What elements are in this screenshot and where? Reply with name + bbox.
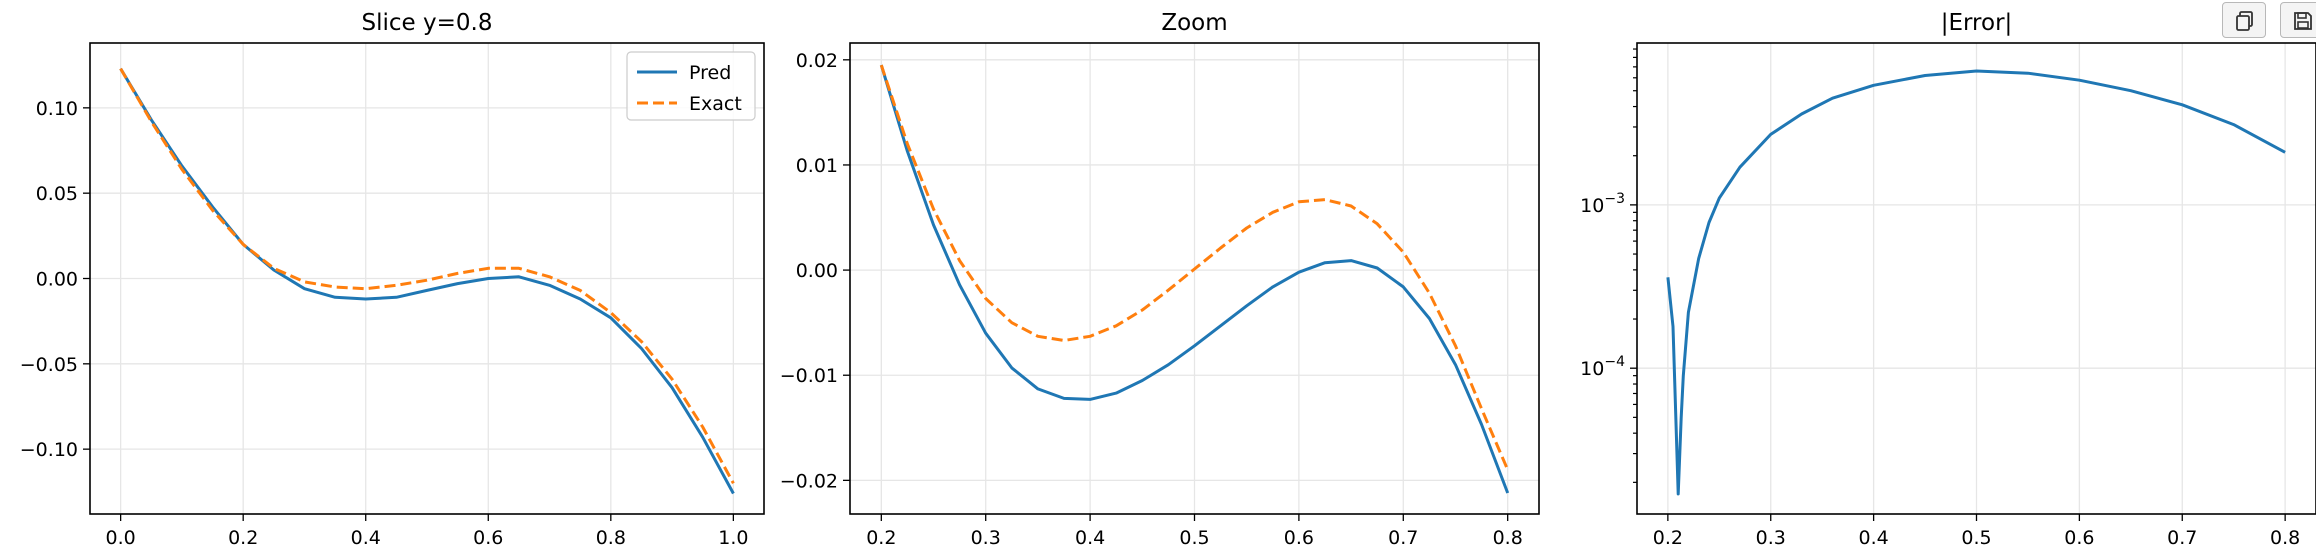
series-line-pred bbox=[119, 67, 735, 495]
legend-label-pred: Pred bbox=[689, 62, 731, 84]
x-tick-label: 0.3 bbox=[1756, 527, 1786, 549]
x-tick-label: 0.8 bbox=[1493, 527, 1523, 549]
y-tick-label: 10−4 bbox=[1580, 354, 1625, 380]
x-tick-label: 0.6 bbox=[473, 527, 503, 549]
x-tick-label: 0.4 bbox=[1859, 527, 1889, 549]
x-tick-label: 0.5 bbox=[1179, 527, 1209, 549]
series-line-pred bbox=[879, 64, 1510, 494]
y-tick-label: 0.01 bbox=[796, 155, 838, 177]
chart-title: Zoom bbox=[1161, 10, 1227, 36]
chart-panel-2: 0.2 0.3 0.4 0.5 0.6 0.7 0.8 −0.02 −0.01 0.00 0.01 0… bbox=[780, 10, 1540, 549]
x-tick-label: 0.2 bbox=[228, 527, 258, 549]
y-tick-label: 0.00 bbox=[796, 260, 838, 282]
x-tick-label: 0.6 bbox=[2064, 527, 2094, 549]
save-icon bbox=[2294, 12, 2312, 30]
x-tick-label: 0.2 bbox=[866, 527, 896, 549]
y-tick-label: 0.02 bbox=[796, 50, 838, 72]
legend-label-exact: Exact bbox=[689, 93, 742, 115]
x-tick-label: 0.2 bbox=[1653, 527, 1683, 549]
y-tick-label: 0.05 bbox=[36, 183, 78, 205]
chart-panel-3: 0.2 0.3 0.4 0.5 0.6 0.7 0.8 10−4 10−3 |Error| bbox=[1580, 10, 2316, 549]
x-tick-label: 1.0 bbox=[718, 527, 748, 549]
x-tick-label: 0.8 bbox=[2270, 527, 2300, 549]
x-tick-label: 0.5 bbox=[1961, 527, 1991, 549]
series-line-exact bbox=[119, 67, 735, 485]
x-tick-label: 0.0 bbox=[106, 527, 136, 549]
x-tick-label: 0.8 bbox=[596, 527, 626, 549]
series-line-exact bbox=[879, 64, 1510, 471]
y-tick-label: −0.05 bbox=[20, 354, 78, 376]
chart-title: Slice y=0.8 bbox=[362, 10, 493, 36]
y-tick-label: 0.10 bbox=[36, 98, 78, 120]
y-tick-label: −0.02 bbox=[780, 470, 838, 492]
y-tick-label: 10−3 bbox=[1580, 191, 1625, 217]
x-tick-label: 0.7 bbox=[1388, 527, 1418, 549]
copy-icon bbox=[2236, 11, 2253, 31]
legend: Pred Exact bbox=[626, 51, 756, 121]
save-button[interactable] bbox=[2280, 2, 2316, 38]
x-tick-label: 0.4 bbox=[1075, 527, 1105, 549]
x-tick-label: 0.7 bbox=[2167, 527, 2197, 549]
x-tick-label: 0.4 bbox=[351, 527, 381, 549]
chart-panel-1: 0.0 0.2 0.4 0.6 0.8 1.0 −0.10 −0.05 0.00 0.05 0.10… bbox=[20, 10, 765, 549]
copy-button[interactable] bbox=[2222, 2, 2266, 38]
series-line-error bbox=[1666, 69, 2286, 496]
y-tick-label: −0.01 bbox=[780, 365, 838, 387]
x-tick-label: 0.3 bbox=[971, 527, 1001, 549]
chart-title: |Error| bbox=[1941, 10, 2013, 36]
y-tick-label: −0.10 bbox=[20, 439, 78, 461]
x-tick-label: 0.6 bbox=[1284, 527, 1314, 549]
y-tick-label: 0.00 bbox=[36, 269, 78, 291]
